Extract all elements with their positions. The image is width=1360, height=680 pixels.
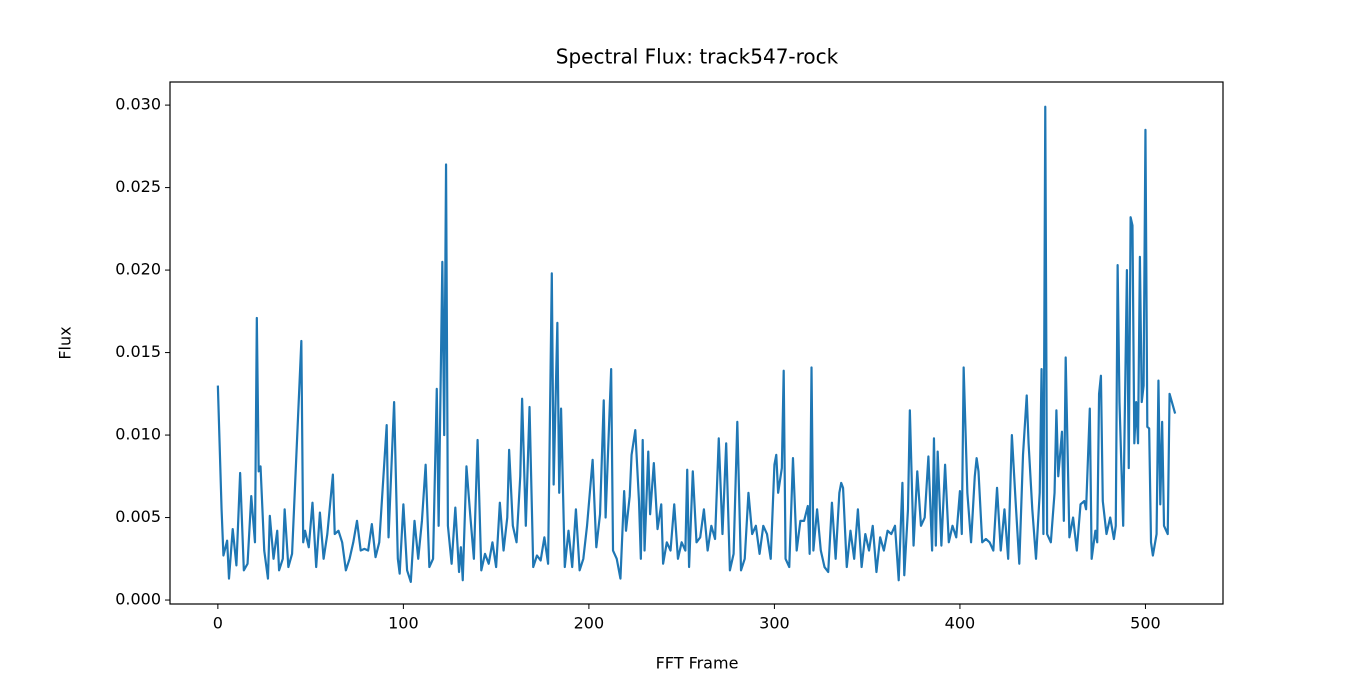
y-tick-label: 0.020 xyxy=(115,260,161,279)
y-tick-label: 0.010 xyxy=(115,425,161,444)
y-axis-label: Flux xyxy=(56,326,75,359)
y-tick-label: 0.000 xyxy=(115,590,161,609)
y-tick-label: 0.005 xyxy=(115,507,161,526)
x-tick-label: 200 xyxy=(574,614,605,633)
y-tick-label: 0.015 xyxy=(115,342,161,361)
plot-frame xyxy=(169,81,1224,605)
x-axis-label: FFT Frame xyxy=(656,654,739,673)
data-line xyxy=(216,105,1177,583)
x-tick-label: 0 xyxy=(213,614,223,633)
chart-title: Spectral Flux: track547-rock xyxy=(556,45,839,69)
y-tick-label: 0.025 xyxy=(115,177,161,196)
x-tick-label: 300 xyxy=(759,614,790,633)
x-tick-label: 100 xyxy=(388,614,419,633)
x-tick-label: 500 xyxy=(1130,614,1161,633)
x-tick-label: 400 xyxy=(945,614,976,633)
y-tick-label: 0.030 xyxy=(115,95,161,114)
